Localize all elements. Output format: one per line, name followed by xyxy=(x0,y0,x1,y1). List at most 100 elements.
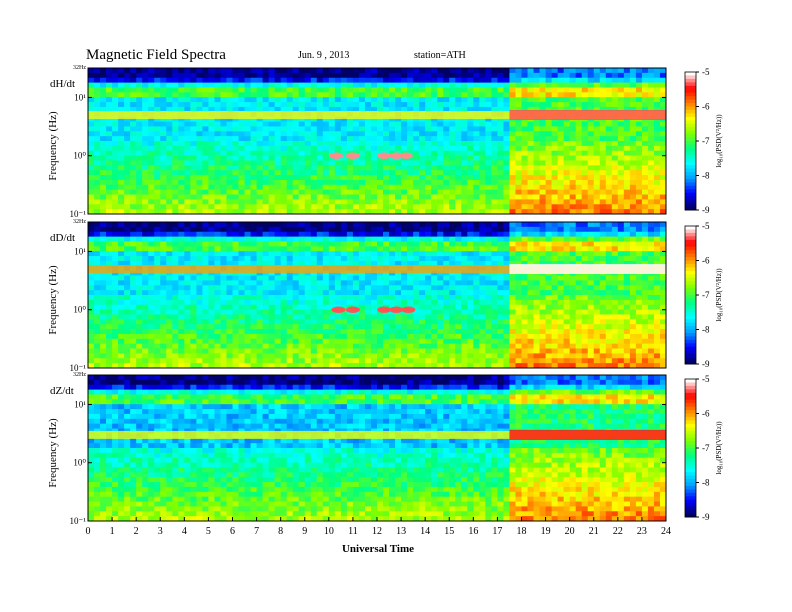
spectrogram-cell xyxy=(569,82,577,88)
spectrogram-cell xyxy=(419,150,426,156)
spectrogram-cell xyxy=(160,290,167,296)
spectrogram-cell xyxy=(118,77,125,83)
spectrogram-cell xyxy=(455,204,462,210)
spectrogram-cell xyxy=(641,77,649,83)
spectrogram-cell xyxy=(533,72,540,79)
spectrogram-cell xyxy=(352,338,360,345)
spectrogram-cell xyxy=(413,92,420,98)
spectrogram-cell xyxy=(334,280,342,286)
spectrogram-cell xyxy=(383,314,390,320)
spectrogram-cell xyxy=(88,270,95,276)
spectrogram-cell xyxy=(635,175,643,181)
spectrogram-cell xyxy=(509,106,516,113)
spectrogram-cell xyxy=(419,236,426,242)
spectrogram-cell xyxy=(334,363,342,369)
spectrogram-cell xyxy=(130,141,137,147)
spectrogram-cell xyxy=(226,285,233,291)
spectrogram-cell xyxy=(461,299,468,306)
spectrogram-cell xyxy=(190,116,197,122)
spectrogram-cell xyxy=(88,209,95,215)
spectrogram-cell xyxy=(389,179,396,186)
spectrogram-cell xyxy=(389,72,396,79)
spectrogram-cell xyxy=(539,82,546,88)
spectrogram-cell xyxy=(431,231,438,237)
spectrogram-cell xyxy=(256,121,263,127)
spectrogram-cell xyxy=(256,319,263,325)
spectrogram-cell xyxy=(136,256,143,262)
spectrogram-cell xyxy=(521,165,528,171)
spectrogram-cell xyxy=(262,92,270,98)
spectrogram-cell xyxy=(383,295,390,301)
spectrogram-cell xyxy=(208,309,215,315)
spectrogram-cell xyxy=(226,179,233,186)
spectrogram-cell xyxy=(328,363,336,369)
spectrogram-cell xyxy=(455,145,462,152)
spectrogram-cell xyxy=(166,179,173,186)
spectrogram-cell xyxy=(479,145,486,152)
spectrogram-cell xyxy=(262,150,270,156)
spectrogram-cell xyxy=(118,285,125,291)
spectrogram-cell xyxy=(148,231,155,237)
spectrogram-cell xyxy=(449,121,456,127)
spectrogram-cell xyxy=(455,256,462,262)
spectrogram-cell xyxy=(635,204,643,210)
spectrogram-cell xyxy=(202,131,209,137)
spectrogram-cell xyxy=(130,333,137,340)
spectrogram-cell xyxy=(166,246,173,252)
spectrogram-cell xyxy=(611,189,619,195)
spectrogram-cell xyxy=(346,241,354,247)
spectrogram-cell xyxy=(106,280,113,286)
spectrogram-cell xyxy=(322,92,330,98)
spectrogram-cell xyxy=(328,194,336,200)
spectrogram-cell xyxy=(425,226,432,233)
spectrogram-cell xyxy=(220,199,227,205)
spectrogram-cell xyxy=(232,204,239,210)
spectrogram-cell xyxy=(473,145,480,152)
spectrogram-cell xyxy=(449,236,456,242)
spectrogram-cell xyxy=(250,179,257,186)
spectrogram-cell xyxy=(118,194,125,200)
spectrogram-cell xyxy=(274,290,282,296)
spectrogram-cell xyxy=(292,324,300,330)
spectrogram-cell xyxy=(274,270,282,276)
spectrogram-cell xyxy=(491,175,498,181)
spectrogram-cell xyxy=(112,222,119,228)
spectrogram-cell xyxy=(232,209,239,215)
spectrogram-cell xyxy=(431,116,438,122)
spectrogram-cell xyxy=(238,145,245,152)
spectrogram-cell xyxy=(364,295,372,301)
spectrogram-cell xyxy=(473,270,480,276)
spectrogram-cell xyxy=(455,226,462,233)
spectrogram-cell xyxy=(202,333,209,340)
spectrogram-cell xyxy=(286,295,294,301)
spectrogram-cell xyxy=(214,209,221,215)
spectrogram-cell xyxy=(292,155,300,161)
spectrogram-cell xyxy=(316,121,324,127)
spectrogram-cell xyxy=(142,241,149,247)
spectrogram-cell xyxy=(443,236,450,242)
spectrogram-cell xyxy=(232,175,239,181)
spectrogram-cell xyxy=(461,160,468,166)
spectrogram-cell xyxy=(256,160,263,166)
spectrogram-cell xyxy=(196,363,203,369)
spectrogram-cell xyxy=(473,343,480,349)
spectrogram-cell xyxy=(298,82,306,88)
spectrogram-cell xyxy=(124,160,131,166)
spectrogram-cell xyxy=(593,155,601,161)
spectrogram-cell xyxy=(599,72,607,79)
spectrogram-cell xyxy=(196,121,203,127)
spectrogram-cell xyxy=(238,333,245,340)
spectrogram-cell xyxy=(148,184,155,191)
spectrogram-cell xyxy=(485,319,492,325)
spectrogram-cell xyxy=(256,260,263,267)
spectrogram-cell xyxy=(497,116,504,122)
spectrogram-cell xyxy=(653,92,661,98)
spectrogram-cell xyxy=(419,131,426,137)
spectrogram-cell xyxy=(551,102,559,108)
spectrogram-cell xyxy=(455,275,462,281)
spectrogram-cell xyxy=(479,179,486,186)
spectrogram-cell xyxy=(238,82,245,88)
spectrogram-cell xyxy=(214,251,221,257)
spectrogram-cell xyxy=(617,121,625,127)
spectrogram-cell xyxy=(479,131,486,137)
